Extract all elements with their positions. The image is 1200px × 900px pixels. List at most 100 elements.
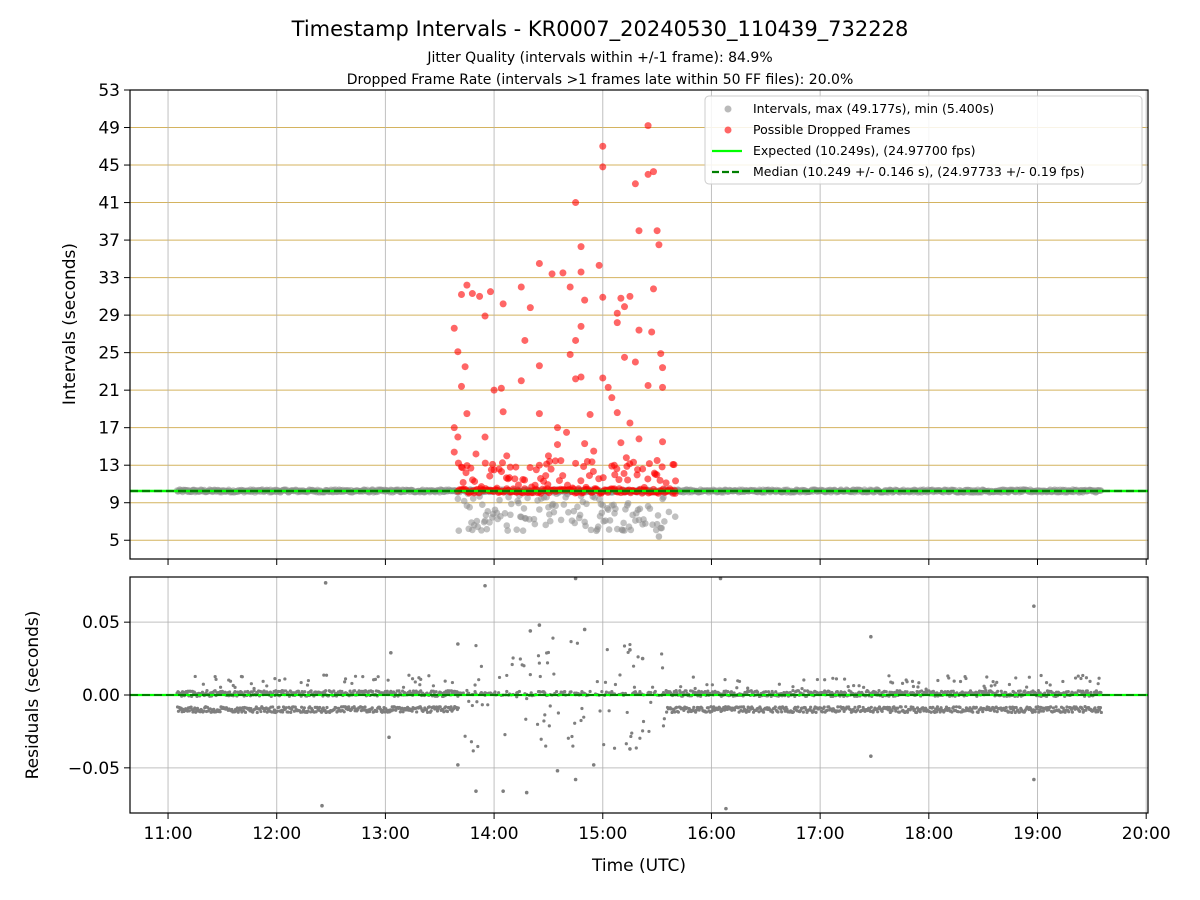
residual-point <box>1038 691 1042 695</box>
interval-point <box>503 522 511 529</box>
residual-point <box>939 706 943 710</box>
residual-point <box>518 657 522 661</box>
dropped-frame-point <box>599 142 607 150</box>
residual-point <box>429 709 433 713</box>
residuals-y-tick-label: 0.05 <box>82 613 120 633</box>
residual-point <box>202 709 206 713</box>
dropped-frame-point <box>454 348 462 356</box>
residual-point <box>742 705 746 709</box>
residual-point <box>391 708 395 712</box>
dropped-frame-point <box>649 168 657 176</box>
residual-point <box>936 678 940 683</box>
residual-point <box>710 683 714 687</box>
residual-point <box>480 703 484 707</box>
interval-point <box>466 503 473 511</box>
residual-point <box>958 705 962 710</box>
residual-point <box>887 674 891 678</box>
residual-point <box>983 686 987 690</box>
interval-point <box>620 519 627 527</box>
residual-point <box>958 679 963 684</box>
residual-point <box>638 689 642 694</box>
residual-point <box>747 709 751 713</box>
residual-point <box>511 656 515 660</box>
legend-dropped-label: Possible Dropped Frames <box>753 122 910 137</box>
x-tick-label: 13:00 <box>361 824 410 844</box>
residual-point <box>370 706 374 710</box>
residual-point <box>869 705 873 709</box>
residual-point <box>444 705 448 709</box>
residual-point <box>473 683 477 687</box>
dropped-frame-point <box>670 461 678 469</box>
dropped-frame-point <box>590 447 598 455</box>
residual-point <box>802 678 806 682</box>
residual-outlier-point <box>640 656 645 661</box>
residual-point <box>1099 710 1103 715</box>
interval-point <box>624 499 632 507</box>
residual-point <box>630 731 634 735</box>
dropped-frame-point <box>544 452 552 460</box>
interval-point <box>627 526 635 534</box>
dropped-frame-point <box>506 463 514 471</box>
residual-point <box>1043 691 1047 695</box>
residual-point <box>350 681 354 686</box>
residual-point <box>332 689 336 693</box>
residual-point <box>302 706 306 710</box>
residual-point <box>376 675 380 679</box>
residual-point <box>569 690 573 694</box>
residual-point <box>470 703 474 708</box>
residuals-y-tick-label: −0.05 <box>68 759 120 779</box>
dropped-frame-point <box>599 474 607 482</box>
residual-point <box>410 709 414 713</box>
dropped-frame-point <box>613 409 621 417</box>
dropped-frame-point <box>517 283 525 291</box>
residual-point <box>363 705 367 709</box>
residual-point <box>610 690 614 694</box>
dropped-frame-point <box>535 362 543 370</box>
residual-point <box>981 709 985 714</box>
dropped-frame-point <box>557 457 565 465</box>
residual-point <box>240 675 244 679</box>
residual-point <box>1078 709 1082 713</box>
residual-point <box>1085 689 1089 693</box>
interval-point <box>486 519 493 526</box>
interval-point <box>661 518 668 525</box>
residual-point <box>461 691 465 695</box>
residual-point <box>425 710 430 714</box>
interval-point <box>552 502 559 510</box>
dropped-frame-point <box>481 433 489 441</box>
intervals-y-tick-label: 41 <box>98 194 120 214</box>
residual-outlier-point <box>1032 604 1036 608</box>
interval-point <box>483 525 491 533</box>
interval-point <box>658 524 665 532</box>
residual-point <box>1097 708 1102 712</box>
residual-outlier-point <box>474 789 478 793</box>
residual-point <box>1027 675 1031 679</box>
residual-point <box>1084 676 1089 680</box>
residual-point <box>214 677 218 681</box>
residual-point <box>626 650 630 655</box>
dropped-frame-point <box>503 452 511 460</box>
residual-point <box>952 705 956 709</box>
residual-point <box>223 690 227 694</box>
dropped-frame-point <box>481 459 489 467</box>
residual-point <box>776 710 780 714</box>
residual-point <box>289 710 293 714</box>
interval-point <box>582 522 589 530</box>
intervals-y-tick-label: 5 <box>109 531 120 551</box>
residual-point <box>1036 689 1041 693</box>
dropped-frame-point <box>457 463 465 471</box>
residual-point <box>321 706 325 710</box>
residual-point <box>571 744 575 748</box>
residual-point <box>1067 710 1071 714</box>
residual-point <box>1004 690 1008 695</box>
residual-point <box>649 691 653 695</box>
residual-point <box>876 710 880 714</box>
residual-point <box>877 689 881 693</box>
residual-outlier-point <box>1032 777 1036 782</box>
residual-point <box>934 707 938 711</box>
residual-point <box>261 679 265 683</box>
chart-subtitle-jitter: Jitter Quality (intervals within +/-1 fr… <box>426 50 772 66</box>
residual-point <box>1011 708 1016 712</box>
residual-point <box>638 736 642 740</box>
residual-point <box>477 678 481 682</box>
